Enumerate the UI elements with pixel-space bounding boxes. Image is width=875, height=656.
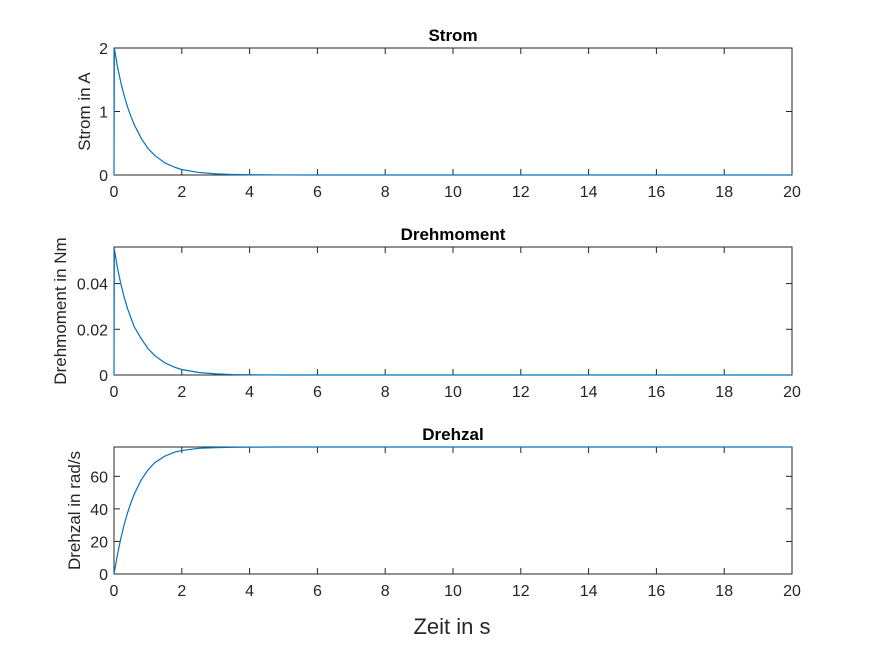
x-tick-label: 8	[381, 384, 390, 401]
subplot-drehzal: 0 2 4 6 8 10 12 14 16 18 20 0 20 40 60 Drehzal Drehzal i…	[65, 425, 801, 600]
axes-box-drehzal	[113, 446, 793, 575]
y-tick-label: 0	[99, 368, 108, 385]
y-tick-label: 0.02	[77, 322, 108, 339]
x-tick-label: 8	[381, 184, 390, 201]
x-tick-label: 14	[580, 384, 598, 401]
x-tick-label: 0	[110, 384, 119, 401]
x-tick-label: 18	[715, 384, 733, 401]
axes-box-strom	[113, 47, 793, 176]
x-tick-label: 4	[245, 583, 254, 600]
x-tick-label: 4	[245, 184, 254, 201]
x-tick-label: 2	[177, 583, 186, 600]
subplot-drehmoment: 0 2 4 6 8 10 12 14 16 18 20 0 0.02 0.04 Drehmoment Dreh…	[51, 225, 801, 401]
x-tick-label: 0	[110, 184, 119, 201]
y-tick-label: 40	[90, 502, 108, 519]
y-tick-label: 0	[99, 168, 108, 185]
x-tick-label: 10	[444, 184, 462, 201]
x-tick-label: 4	[245, 384, 254, 401]
x-tick-label: 18	[715, 583, 733, 600]
y-axis-label-strom: Strom in A	[75, 72, 94, 151]
chart-title-drehzal: Drehzal	[422, 425, 483, 444]
x-tick-label: 12	[512, 184, 530, 201]
x-tick-label: 0	[110, 583, 119, 600]
shared-x-axis-label: Zeit in s	[413, 614, 490, 639]
x-tick-label: 8	[381, 583, 390, 600]
axes-box-drehmoment	[113, 246, 793, 376]
chart-title-strom: Strom	[428, 26, 477, 45]
x-tick-label: 2	[177, 384, 186, 401]
x-tick-label: 6	[313, 583, 322, 600]
y-tick-label: 0	[99, 567, 108, 584]
x-tick-label: 16	[648, 384, 666, 401]
x-tick-label: 6	[313, 184, 322, 201]
x-tick-label: 6	[313, 384, 322, 401]
x-tick-label: 12	[512, 583, 530, 600]
x-tick-label: 10	[444, 384, 462, 401]
x-tick-label: 10	[444, 583, 462, 600]
y-tick-label: 2	[99, 41, 108, 58]
y-axis-label-drehmoment: Drehmoment in Nm	[51, 237, 70, 384]
chart-title-drehmoment: Drehmoment	[401, 225, 506, 244]
x-tick-label: 20	[783, 184, 801, 201]
x-tick-label: 20	[783, 384, 801, 401]
x-tick-label: 18	[715, 184, 733, 201]
x-tick-label: 14	[580, 583, 598, 600]
y-tick-label: 0.04	[77, 277, 108, 294]
x-tick-label: 16	[648, 583, 666, 600]
x-tick-label: 12	[512, 384, 530, 401]
y-axis-label-drehzal: Drehzal in rad/s	[65, 451, 84, 570]
x-tick-label: 16	[648, 184, 666, 201]
x-tick-label: 2	[177, 184, 186, 201]
y-tick-label: 20	[90, 534, 108, 551]
y-tick-label: 1	[99, 105, 108, 122]
x-tick-label: 14	[580, 184, 598, 201]
series-line-drehzal	[113, 446, 792, 575]
x-tick-label: 20	[783, 583, 801, 600]
series-line-strom	[113, 47, 792, 176]
y-tick-label: 60	[90, 469, 108, 486]
series-line-drehmoment	[113, 248, 792, 376]
